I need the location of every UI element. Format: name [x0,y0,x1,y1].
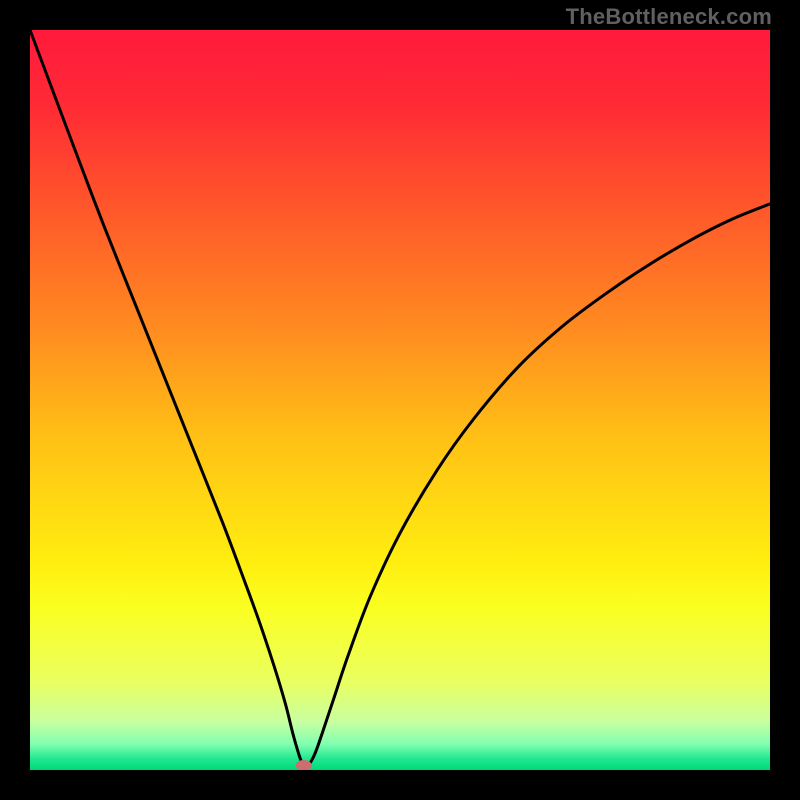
bottleneck-curve-chart [30,30,770,770]
watermark-text: TheBottleneck.com [566,4,772,30]
chart-frame: TheBottleneck.com [0,0,800,800]
chart-background [30,30,770,770]
